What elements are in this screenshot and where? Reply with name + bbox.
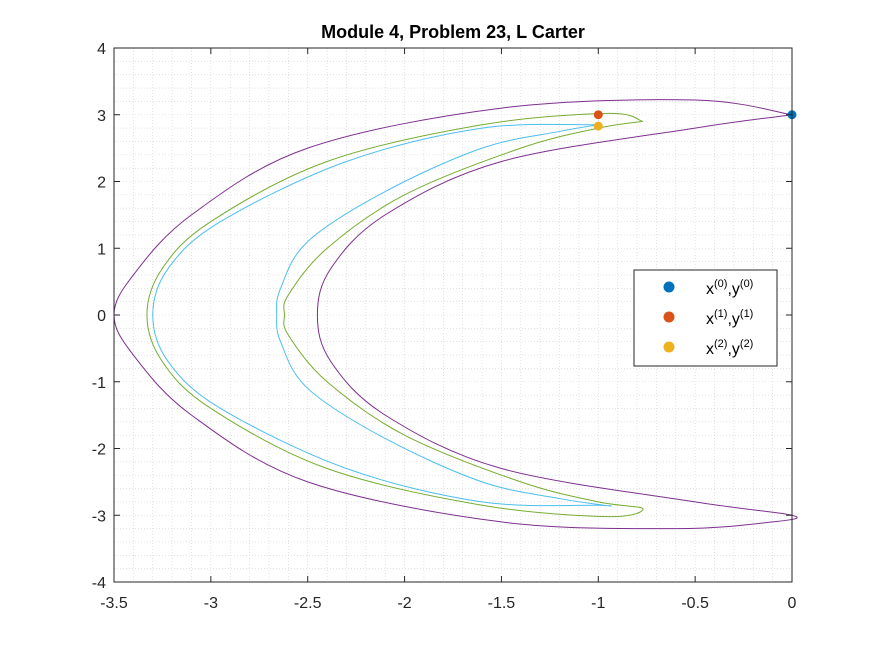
x-tick-label: -3.5 [100,595,128,612]
y-tick-label: -1 [92,375,106,392]
y-tick-label: 3 [97,108,106,125]
iterate-point-1 [593,110,603,120]
x-tick-label: -3 [204,595,218,612]
contour-curves [113,99,798,530]
x-axis-ticks: -3.5 -3 -2.5 -2 -1.5 -1 -0.5 0 [100,48,797,612]
legend-label-0: x(0),y(0) [706,278,753,298]
x-tick-label: -2.5 [294,595,322,612]
y-tick-label: 2 [97,175,106,192]
legend-marker-0 [663,281,675,293]
contour-curve-3 [152,123,612,507]
x-tick-label: -0.5 [681,595,709,612]
x-tick-label: 0 [788,595,797,612]
legend-marker-2 [663,341,675,353]
legend: x(0),y(0) x(1),y(1) x(2),y(2) [633,269,778,367]
legend-marker-1 [663,311,675,323]
y-tick-label: -4 [92,575,106,592]
legend-box [633,269,778,367]
y-tick-label: 0 [97,308,106,325]
y-axis-ticks: -4 -3 -2 -1 0 1 2 3 4 [92,41,792,592]
y-tick-label: 1 [97,241,106,258]
chart-title: Module 4, Problem 23, L Carter [321,22,585,42]
x-tick-label: -1 [591,595,605,612]
x-tick-label: -2 [397,595,411,612]
x-tick-label: -1.5 [488,595,516,612]
y-tick-label: 4 [97,41,106,58]
legend-label-2: x(2),y(2) [706,338,753,358]
iterate-point-2 [593,121,603,131]
y-tick-label: -3 [92,508,106,525]
contour-curve-1 [113,99,798,530]
legend-label-1: x(1),y(1) [706,308,753,328]
y-tick-label: -2 [92,442,106,459]
contour-curve-2 [146,112,644,518]
